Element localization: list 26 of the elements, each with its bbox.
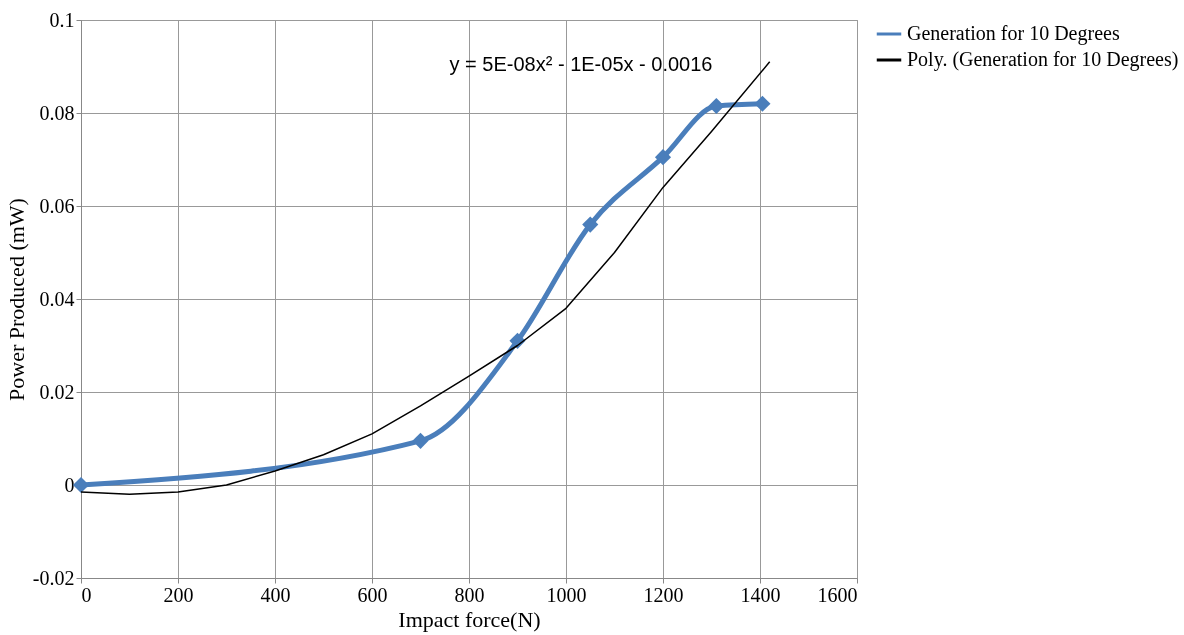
point bbox=[582, 216, 599, 233]
x-tick-label: 400 bbox=[260, 583, 291, 606]
x-tick-label: 1000 bbox=[546, 583, 587, 606]
point bbox=[654, 149, 672, 166]
x-tick-label: 1200 bbox=[643, 583, 684, 606]
y-tick-label: 0.02 bbox=[39, 380, 75, 403]
x-tick-label: 0 bbox=[81, 583, 92, 606]
y-tick-label: 0.08 bbox=[39, 101, 75, 124]
y-tick-label: 0.1 bbox=[49, 8, 75, 31]
x-tick-label: 1400 bbox=[740, 583, 781, 606]
x-tick-label: 600 bbox=[357, 583, 388, 606]
y-tick-label: -0.02 bbox=[32, 566, 75, 589]
legend-label: Poly. (Generation for 10 Degrees) bbox=[907, 48, 1179, 71]
x-tick-label: 200 bbox=[163, 583, 194, 606]
x-tick-label: 800 bbox=[454, 583, 485, 606]
y-tick-label: 0.04 bbox=[39, 287, 75, 310]
y-tick-label: 0.06 bbox=[39, 194, 75, 217]
y-tick-label: 0 bbox=[64, 473, 75, 496]
point bbox=[708, 97, 725, 115]
legend-label: Generation for 10 Degrees bbox=[907, 22, 1120, 45]
x-tick-label: 1600 bbox=[817, 583, 858, 606]
point bbox=[412, 432, 429, 449]
annotation: y = 5E-08x² - 1E-05x - 0.0016 bbox=[449, 53, 713, 75]
x-axis-title: Impact force(N) bbox=[398, 606, 541, 632]
point bbox=[754, 95, 771, 112]
y-axis-title: Power Produced (mW) bbox=[3, 198, 29, 401]
